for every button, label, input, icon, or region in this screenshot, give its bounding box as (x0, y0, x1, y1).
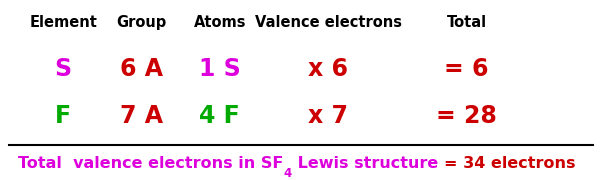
Text: Total: Total (447, 15, 486, 30)
Text: Atoms: Atoms (193, 15, 246, 30)
Text: 4: 4 (284, 167, 292, 180)
Text: = 34 electrons: = 34 electrons (444, 156, 575, 171)
Text: 1 S: 1 S (199, 57, 241, 81)
Text: 6 A: 6 A (120, 57, 163, 81)
Text: 7 A: 7 A (120, 104, 163, 128)
Text: S: S (55, 57, 72, 81)
Text: Valence electrons: Valence electrons (255, 15, 402, 30)
Text: = 28: = 28 (436, 104, 497, 128)
Text: Element: Element (29, 15, 97, 30)
Text: = 6: = 6 (444, 57, 489, 81)
Text: x 7: x 7 (308, 104, 348, 128)
Text: x 6: x 6 (308, 57, 348, 81)
Text: F: F (55, 104, 71, 128)
Text: Lewis structure: Lewis structure (292, 156, 444, 171)
Text: 4 F: 4 F (199, 104, 240, 128)
Text: Group: Group (116, 15, 167, 30)
Text: Total  valence electrons in SF: Total valence electrons in SF (18, 156, 284, 171)
